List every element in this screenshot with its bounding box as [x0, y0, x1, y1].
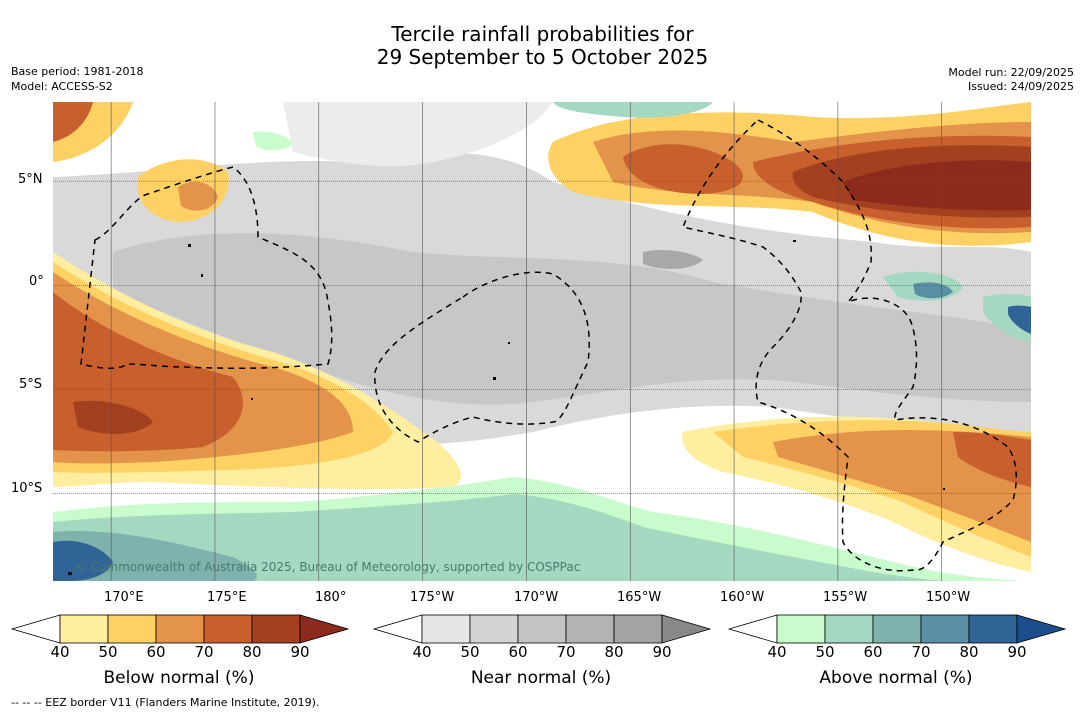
- colorbar-title: Above normal (%): [819, 668, 973, 688]
- forecast-map: © Commonwealth of Australia 2025, Bureau…: [53, 102, 1031, 581]
- eez-borders: [80, 119, 1018, 572]
- colorbar-tick: 70: [194, 643, 214, 661]
- island: [68, 572, 72, 575]
- lon-label: 180°: [315, 590, 347, 605]
- colorbar-title: Below normal (%): [103, 668, 255, 688]
- colorbar-segment: [203, 614, 253, 644]
- above-normal-top: [553, 102, 713, 118]
- below-normal-sw-max: [73, 400, 153, 434]
- colorbar-tick: 50: [98, 643, 118, 661]
- colorbar-tick: 50: [815, 643, 835, 661]
- colorbar-tick: 50: [460, 643, 480, 661]
- colorbar-high-extension: [1016, 614, 1066, 644]
- eez-legend: -- -- -- EEZ border V11 (Flanders Marine…: [11, 696, 320, 709]
- lon-label: 175°E: [207, 590, 247, 605]
- above-normal-east-core: [913, 282, 953, 299]
- colorbar-tick: 80: [242, 643, 262, 661]
- island: [508, 342, 510, 344]
- above-normal-south-core: [53, 540, 113, 581]
- colorbar-segment: [872, 614, 922, 644]
- near-normal-core: [643, 249, 703, 269]
- colorbar-tick: 90: [652, 643, 672, 661]
- above-normal-far-east-core: [1008, 305, 1031, 334]
- colorbar-segment: [155, 614, 205, 644]
- lon-label: 155°W: [823, 590, 868, 605]
- lat-label: 10°S: [11, 481, 43, 496]
- colorbar-segment: [968, 614, 1018, 644]
- island: [943, 488, 945, 490]
- colorbar-segment: [59, 614, 109, 644]
- base-period: Base period: 1981-2018: [11, 65, 144, 78]
- lon-label: 160°W: [720, 590, 765, 605]
- colorbar-high-extension: [299, 614, 349, 644]
- copyright-notice: © Commonwealth of Australia 2025, Bureau…: [75, 560, 580, 574]
- lon-label: 175°W: [410, 590, 455, 605]
- above-normal-south-mid: [53, 494, 953, 581]
- colorbar-segment: [107, 614, 157, 644]
- colorbar-1: [11, 614, 349, 644]
- lon-label: 170°W: [514, 590, 559, 605]
- colorbar-tick: 60: [508, 643, 528, 661]
- colorbar-segment: [565, 614, 615, 644]
- gridlines: [53, 102, 1031, 581]
- colorbar-tick: 90: [1007, 643, 1027, 661]
- above-normal-small: [253, 131, 293, 151]
- below-normal-ncentral-core: [178, 181, 218, 211]
- colorbar-low-extension: [373, 614, 423, 644]
- colorbar-segment: [613, 614, 663, 644]
- colorbar-high-extension: [661, 614, 711, 644]
- colorbar-title: Near normal (%): [470, 668, 612, 688]
- island: [251, 398, 253, 400]
- island: [201, 274, 203, 277]
- issued-date: Issued: 24/09/2025: [967, 80, 1074, 93]
- lon-label: 170°E: [104, 590, 144, 605]
- lat-label: 5°S: [19, 377, 43, 392]
- title-line-2: 29 September to 5 October 2025: [376, 45, 709, 69]
- colorbar-tick: 80: [959, 643, 979, 661]
- island: [793, 240, 796, 242]
- colorbar-3: [728, 614, 1066, 644]
- colorbar-tick: 40: [412, 643, 432, 661]
- colorbar-segment: [517, 614, 567, 644]
- colorbar-tick: 70: [911, 643, 931, 661]
- colorbar-tick: 60: [146, 643, 166, 661]
- colorbar-tick: 60: [863, 643, 883, 661]
- lon-label: 165°W: [617, 590, 662, 605]
- lat-label: 0°: [29, 274, 44, 289]
- island: [493, 377, 496, 380]
- colorbar-segment: [776, 614, 826, 644]
- colorbar-segment: [469, 614, 519, 644]
- low-signal-upper: [283, 102, 553, 167]
- colorbar-segment: [824, 614, 874, 644]
- colorbar-tick: 70: [556, 643, 576, 661]
- colorbar-tick: 90: [290, 643, 310, 661]
- colorbar-tick: 80: [604, 643, 624, 661]
- islands: [68, 240, 945, 575]
- colorbar-low-extension: [11, 614, 61, 644]
- model-name: Model: ACCESS-S2: [11, 80, 113, 93]
- title-line-1: Tercile rainfall probabilities for: [391, 22, 694, 46]
- island: [188, 244, 191, 247]
- near-normal-inner: [113, 233, 1031, 405]
- below-normal-ne-max: [843, 160, 1031, 211]
- colorbar-tick: 40: [50, 643, 70, 661]
- colorbar-2: [373, 614, 711, 644]
- below-normal-nw-core: [53, 102, 93, 142]
- colorbar-segment: [421, 614, 471, 644]
- colorbar-segment: [920, 614, 970, 644]
- model-run: Model run: 22/09/2025: [948, 66, 1074, 79]
- lat-label: 5°N: [18, 172, 43, 187]
- colorbar-segment: [251, 614, 301, 644]
- below-normal-se-core: [953, 432, 1031, 487]
- eez-border-kiribati-central: [374, 271, 590, 443]
- colorbar-low-extension: [728, 614, 778, 644]
- eez-border-kiribati-east: [681, 119, 1018, 572]
- colorbar-tick: 40: [767, 643, 787, 661]
- lon-label: 150°W: [926, 590, 971, 605]
